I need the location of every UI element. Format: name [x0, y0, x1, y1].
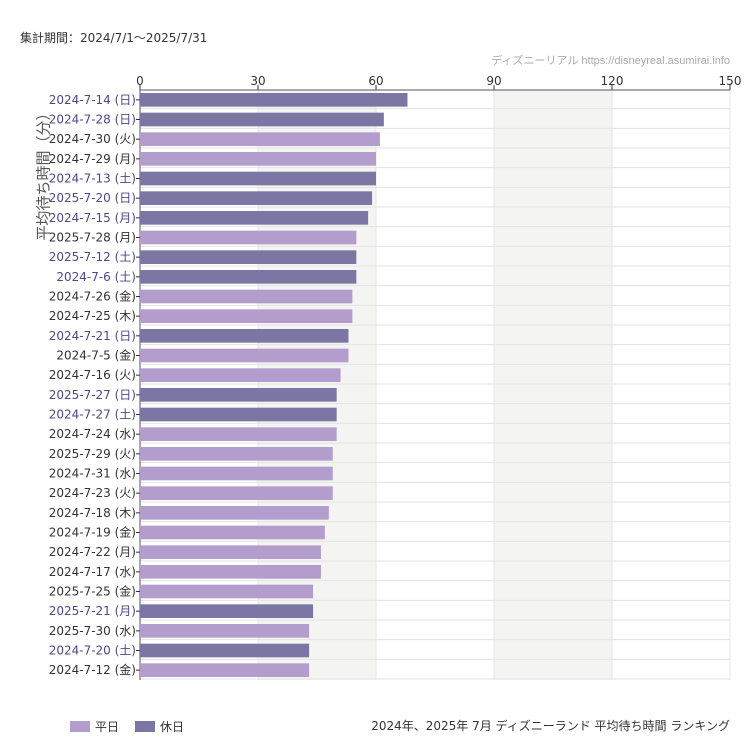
x-tick-label: 60 — [368, 74, 383, 88]
bar — [140, 447, 333, 461]
x-tick-label: 150 — [719, 74, 742, 88]
bar — [140, 506, 329, 520]
y-tick-label: 2024-7-26 (金) — [49, 289, 136, 304]
y-tick-label: 2024-7-17 (水) — [49, 565, 136, 579]
bar — [140, 486, 333, 500]
bar — [140, 112, 384, 127]
bar — [140, 368, 341, 382]
period-label: 集計期間：2024/7/1～2025/7/31 — [20, 31, 208, 45]
y-tick-label: 2024-7-6 (土) — [56, 270, 136, 284]
bar — [140, 427, 337, 441]
y-axis-label: 平均待ち時間（分） — [34, 105, 53, 241]
y-tick-label: 2025-7-21 (月) — [49, 604, 136, 618]
bar — [140, 663, 310, 677]
bar — [140, 211, 369, 225]
bar — [140, 388, 337, 402]
y-tick-label: 2025-7-25 (金) — [49, 584, 136, 599]
y-tick-label: 2024-7-18 (木) — [49, 506, 136, 520]
chart-caption: 2024年、2025年 7月 ディズニーランド 平均待ち時間 ランキング — [371, 719, 730, 733]
y-tick-label: 2024-7-27 (土) — [49, 408, 136, 422]
y-tick-label: 2024-7-25 (木) — [49, 309, 136, 323]
bar — [140, 643, 310, 658]
x-tick-label: 30 — [250, 74, 265, 88]
bar — [140, 230, 357, 245]
bar — [140, 132, 380, 146]
y-tick-label: 2024-7-20 (土) — [49, 644, 136, 658]
background-band — [494, 90, 612, 680]
bar — [140, 565, 321, 579]
y-tick-label: 2024-7-28 (日) — [49, 113, 136, 127]
x-tick-label: 0 — [136, 74, 144, 88]
legend-holiday[interactable]: 休日 — [135, 718, 184, 735]
legend-swatch-weekday — [70, 721, 90, 732]
bar — [140, 545, 321, 559]
y-tick-label: 2024-7-21 (日) — [49, 329, 136, 343]
bar — [140, 191, 373, 205]
y-tick-label: 2024-7-14 (日) — [49, 93, 136, 107]
x-tick-label: 120 — [601, 74, 624, 88]
legend-label-weekday: 平日 — [95, 720, 120, 734]
bar — [140, 93, 408, 107]
y-tick-label: 2024-7-15 (月) — [49, 211, 136, 225]
bar — [140, 329, 349, 343]
bar — [140, 270, 357, 284]
legend-weekday[interactable]: 平日 — [70, 718, 119, 735]
y-tick-label: 2025-7-28 (月) — [49, 231, 136, 245]
y-tick-label: 2024-7-5 (金) — [56, 348, 136, 363]
background-band — [258, 90, 376, 680]
y-tick-label: 2025-7-30 (水) — [49, 624, 136, 638]
bar — [140, 624, 310, 638]
y-tick-label: 2025-7-29 (火) — [49, 447, 136, 461]
legend-label-holiday: 休日 — [160, 720, 185, 734]
bar — [140, 584, 314, 599]
legend-swatch-holiday — [135, 721, 155, 732]
y-tick-label: 2024-7-22 (月) — [49, 545, 136, 559]
bar — [140, 309, 353, 323]
bar — [140, 289, 353, 304]
bar — [140, 250, 357, 264]
y-tick-label: 2025-7-20 (日) — [49, 191, 136, 205]
x-tick-label: 90 — [486, 74, 501, 88]
y-tick-label: 2024-7-24 (水) — [49, 427, 136, 441]
bar — [140, 525, 325, 540]
y-tick-label: 2024-7-30 (火) — [49, 132, 136, 146]
source-link[interactable]: ディズニーリアル https://disneyreal.asumirai.inf… — [491, 55, 730, 67]
y-tick-label: 2024-7-12 (金) — [49, 662, 136, 677]
y-tick-label: 2024-7-16 (火) — [49, 368, 136, 382]
y-tick-label: 2024-7-31 (水) — [49, 467, 136, 481]
y-tick-label: 2024-7-23 (火) — [49, 486, 136, 500]
y-tick-label: 2025-7-27 (日) — [49, 388, 136, 402]
y-tick-label: 2024-7-29 (月) — [49, 152, 136, 166]
bar — [140, 348, 349, 363]
bar — [140, 407, 337, 422]
bar — [140, 604, 314, 618]
bar — [140, 466, 333, 481]
y-tick-label: 2025-7-12 (土) — [49, 250, 136, 264]
y-tick-label: 2024-7-19 (金) — [49, 525, 136, 540]
y-tick-label: 2024-7-13 (土) — [49, 172, 136, 186]
bar — [140, 152, 376, 166]
bar — [140, 171, 376, 186]
